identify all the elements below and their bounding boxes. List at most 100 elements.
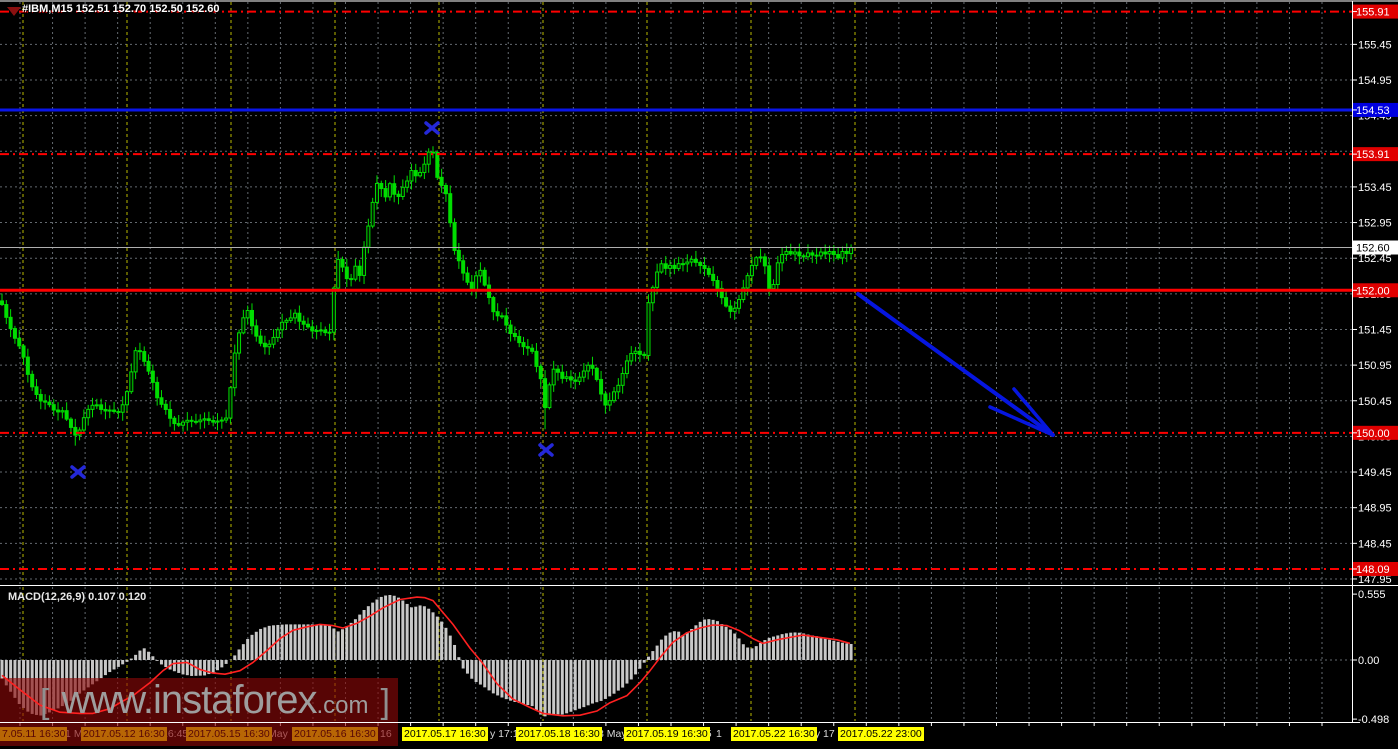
candle-body <box>301 320 306 325</box>
candle-body <box>814 254 819 257</box>
candle-body <box>366 225 371 248</box>
price-badge-148.09 <box>1353 561 1398 576</box>
candle-body <box>56 409 61 413</box>
candle-body <box>215 420 220 423</box>
x-marker[interactable] <box>70 465 86 479</box>
time-label-highlight: 2017.05.22 23:00 <box>838 727 924 741</box>
price-badge-label: 148.09 <box>1356 564 1390 576</box>
candle-body <box>504 315 509 326</box>
price-badge-label: 153.91 <box>1356 149 1390 161</box>
candle-body <box>612 391 617 402</box>
candle-body <box>474 275 479 291</box>
time-label: y 17:1 <box>490 728 519 740</box>
x-marker[interactable] <box>424 121 440 135</box>
candle-body <box>538 365 543 380</box>
candle-body <box>258 335 263 344</box>
candle-body <box>741 287 746 301</box>
candle-body <box>797 251 802 257</box>
candle-body <box>99 404 104 410</box>
candle-body <box>784 250 789 256</box>
candle-body <box>413 170 418 177</box>
macd-indicator-label: MACD(12,26,9) 0.107 0.120 <box>8 591 147 603</box>
price-badge-label: 155.91 <box>1356 7 1390 19</box>
candle-body <box>297 312 302 322</box>
candle-body <box>706 268 711 275</box>
candle-body <box>362 246 367 276</box>
candle-body <box>12 328 17 339</box>
price-badge-152.60 <box>1353 240 1398 255</box>
price-badge-152.00 <box>1353 283 1398 298</box>
candle-body <box>547 384 552 409</box>
x-marker[interactable] <box>538 443 554 457</box>
price-badge-label: 154.53 <box>1356 105 1390 117</box>
candle-body <box>560 371 565 379</box>
candle-body <box>142 351 147 362</box>
candle-body <box>232 352 237 389</box>
watermark-red-box <box>0 678 398 723</box>
candle-body <box>400 186 405 198</box>
candle-body <box>499 315 504 318</box>
candle-body <box>137 350 142 353</box>
candle-body <box>73 426 78 436</box>
candle-body <box>517 336 522 344</box>
time-label-highlight: 2017.05.17 16:30 <box>402 727 488 741</box>
candle-body <box>4 304 9 318</box>
candle-body <box>495 311 500 317</box>
triangle-down-icon[interactable] <box>7 7 21 16</box>
candle-body <box>607 400 612 406</box>
candle-body <box>383 188 388 198</box>
candle-body <box>426 151 431 165</box>
candle-body <box>732 307 737 312</box>
candle-body <box>120 404 125 413</box>
trend-arrow[interactable] <box>856 292 1055 437</box>
price-tick-label: 152.95 <box>1358 218 1392 230</box>
price-badge-label: 152.60 <box>1356 243 1390 255</box>
candle-body <box>676 263 681 269</box>
candle-body <box>163 403 168 410</box>
candle-body <box>521 342 526 348</box>
candle-body <box>47 401 52 406</box>
candle-body <box>754 257 759 266</box>
candle-body <box>435 151 440 178</box>
candle-body <box>94 404 99 407</box>
candle-body <box>469 281 474 291</box>
candle-body <box>780 254 785 264</box>
candle-body <box>543 378 548 409</box>
candle-body <box>555 368 560 373</box>
candle-body <box>168 408 173 419</box>
candle-body <box>30 373 35 388</box>
candle-body <box>224 417 229 421</box>
price-tick-label: 152.45 <box>1358 253 1392 265</box>
candle-body <box>25 356 30 375</box>
chart-title-ohlc: #IBM,M15 152.51 152.70 152.50 152.60 <box>22 3 220 15</box>
candle-body <box>306 323 311 328</box>
candle-body <box>146 360 151 372</box>
candle-body <box>525 346 530 349</box>
candle-body <box>568 376 573 381</box>
candle-body <box>650 286 655 304</box>
candle-body <box>680 263 685 266</box>
price-tick-label: 148.95 <box>1358 503 1392 515</box>
candle-body <box>34 386 39 395</box>
candle-body <box>353 265 358 280</box>
candle-body <box>228 387 233 419</box>
candle-body <box>344 266 349 280</box>
candle-body <box>823 251 828 255</box>
candle-body <box>646 302 651 356</box>
candle-body <box>603 393 608 406</box>
candle-body <box>771 284 776 290</box>
candle-body <box>491 297 496 313</box>
price-tick-label: 148.45 <box>1358 538 1392 550</box>
candle-body <box>124 391 129 406</box>
price-tick-label: 153.45 <box>1358 182 1392 194</box>
candle-body <box>456 249 461 262</box>
candle-body <box>788 250 793 255</box>
candle-body <box>245 309 250 319</box>
macd-tick-label: 0.555 <box>1358 589 1386 601</box>
candle-body <box>581 370 586 378</box>
candle-body <box>443 184 448 195</box>
candle-body <box>206 418 211 422</box>
price-badge-154.53 <box>1353 102 1398 117</box>
